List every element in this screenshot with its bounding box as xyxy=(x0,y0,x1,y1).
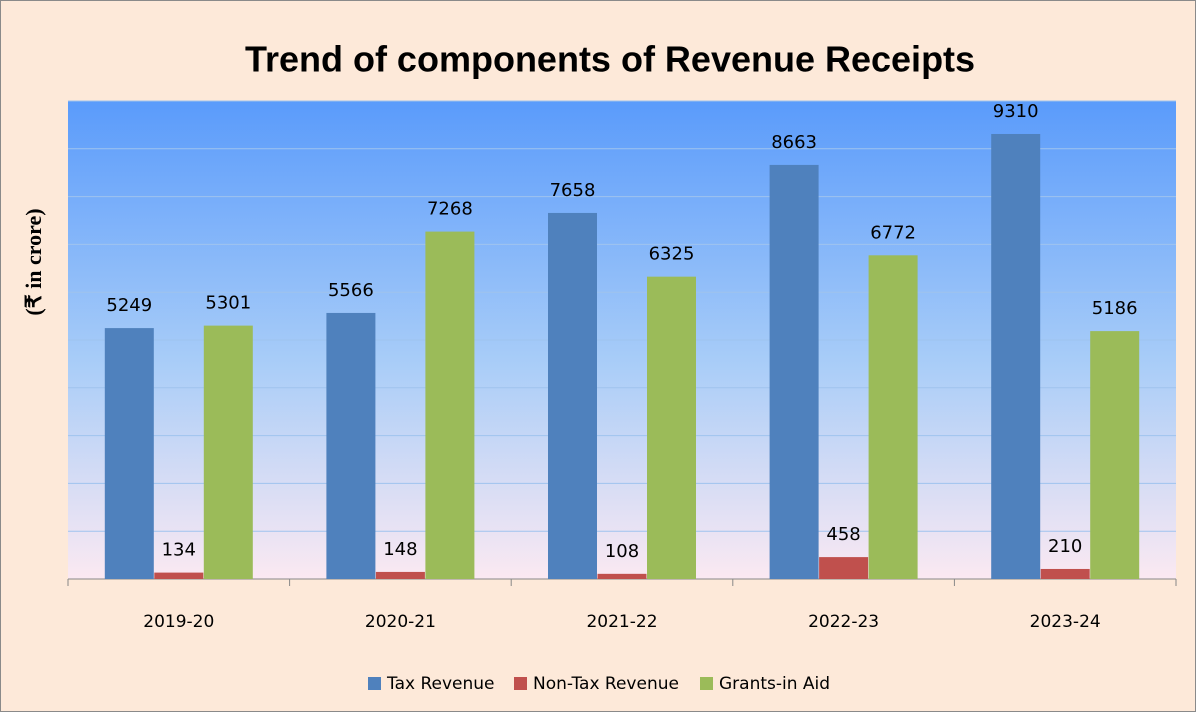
data-label: 148 xyxy=(383,539,417,560)
data-label: 108 xyxy=(605,541,639,562)
bar xyxy=(647,276,696,579)
data-label: 5249 xyxy=(106,295,152,316)
bar xyxy=(548,212,597,579)
bar xyxy=(326,312,376,579)
data-label: 5301 xyxy=(205,293,251,314)
x-tick-label: 2023-24 xyxy=(1030,612,1101,632)
data-label: 9310 xyxy=(993,101,1039,122)
x-tick-label: 2020-21 xyxy=(365,612,436,632)
bar xyxy=(597,573,647,579)
bar xyxy=(154,572,204,579)
bar xyxy=(425,231,475,579)
data-label: 458 xyxy=(826,524,860,545)
legend-swatch xyxy=(368,677,381,690)
bar xyxy=(1040,568,1090,579)
bar xyxy=(991,133,1041,579)
data-label: 5566 xyxy=(328,280,374,301)
legend-swatch xyxy=(700,677,713,690)
bar xyxy=(1090,331,1140,579)
data-label: 210 xyxy=(1048,536,1082,557)
legend-label: Non-Tax Revenue xyxy=(533,674,679,694)
legend-label: Tax Revenue xyxy=(386,674,495,694)
bar xyxy=(769,164,819,579)
data-label: 6772 xyxy=(870,222,916,243)
data-label: 8663 xyxy=(771,132,817,153)
data-label: 7268 xyxy=(427,199,473,220)
data-label: 5186 xyxy=(1092,298,1138,319)
data-label: 6325 xyxy=(649,244,695,265)
bar xyxy=(104,328,154,579)
legend-label: Grants-in Aid xyxy=(719,674,830,694)
x-tick-label: 2022-23 xyxy=(808,612,879,632)
legend-swatch xyxy=(514,677,527,690)
bar xyxy=(819,557,869,579)
bar xyxy=(203,325,253,579)
x-tick-label: 2021-22 xyxy=(586,612,657,632)
bar xyxy=(868,255,918,579)
bar xyxy=(375,571,425,579)
x-tick-label: 2019-20 xyxy=(143,612,214,632)
data-label: 7658 xyxy=(550,180,596,201)
y-axis-title: (₹ in crore) xyxy=(21,208,46,315)
chart-title: Trend of components of Revenue Receipts xyxy=(245,39,975,80)
data-label: 134 xyxy=(162,540,196,561)
